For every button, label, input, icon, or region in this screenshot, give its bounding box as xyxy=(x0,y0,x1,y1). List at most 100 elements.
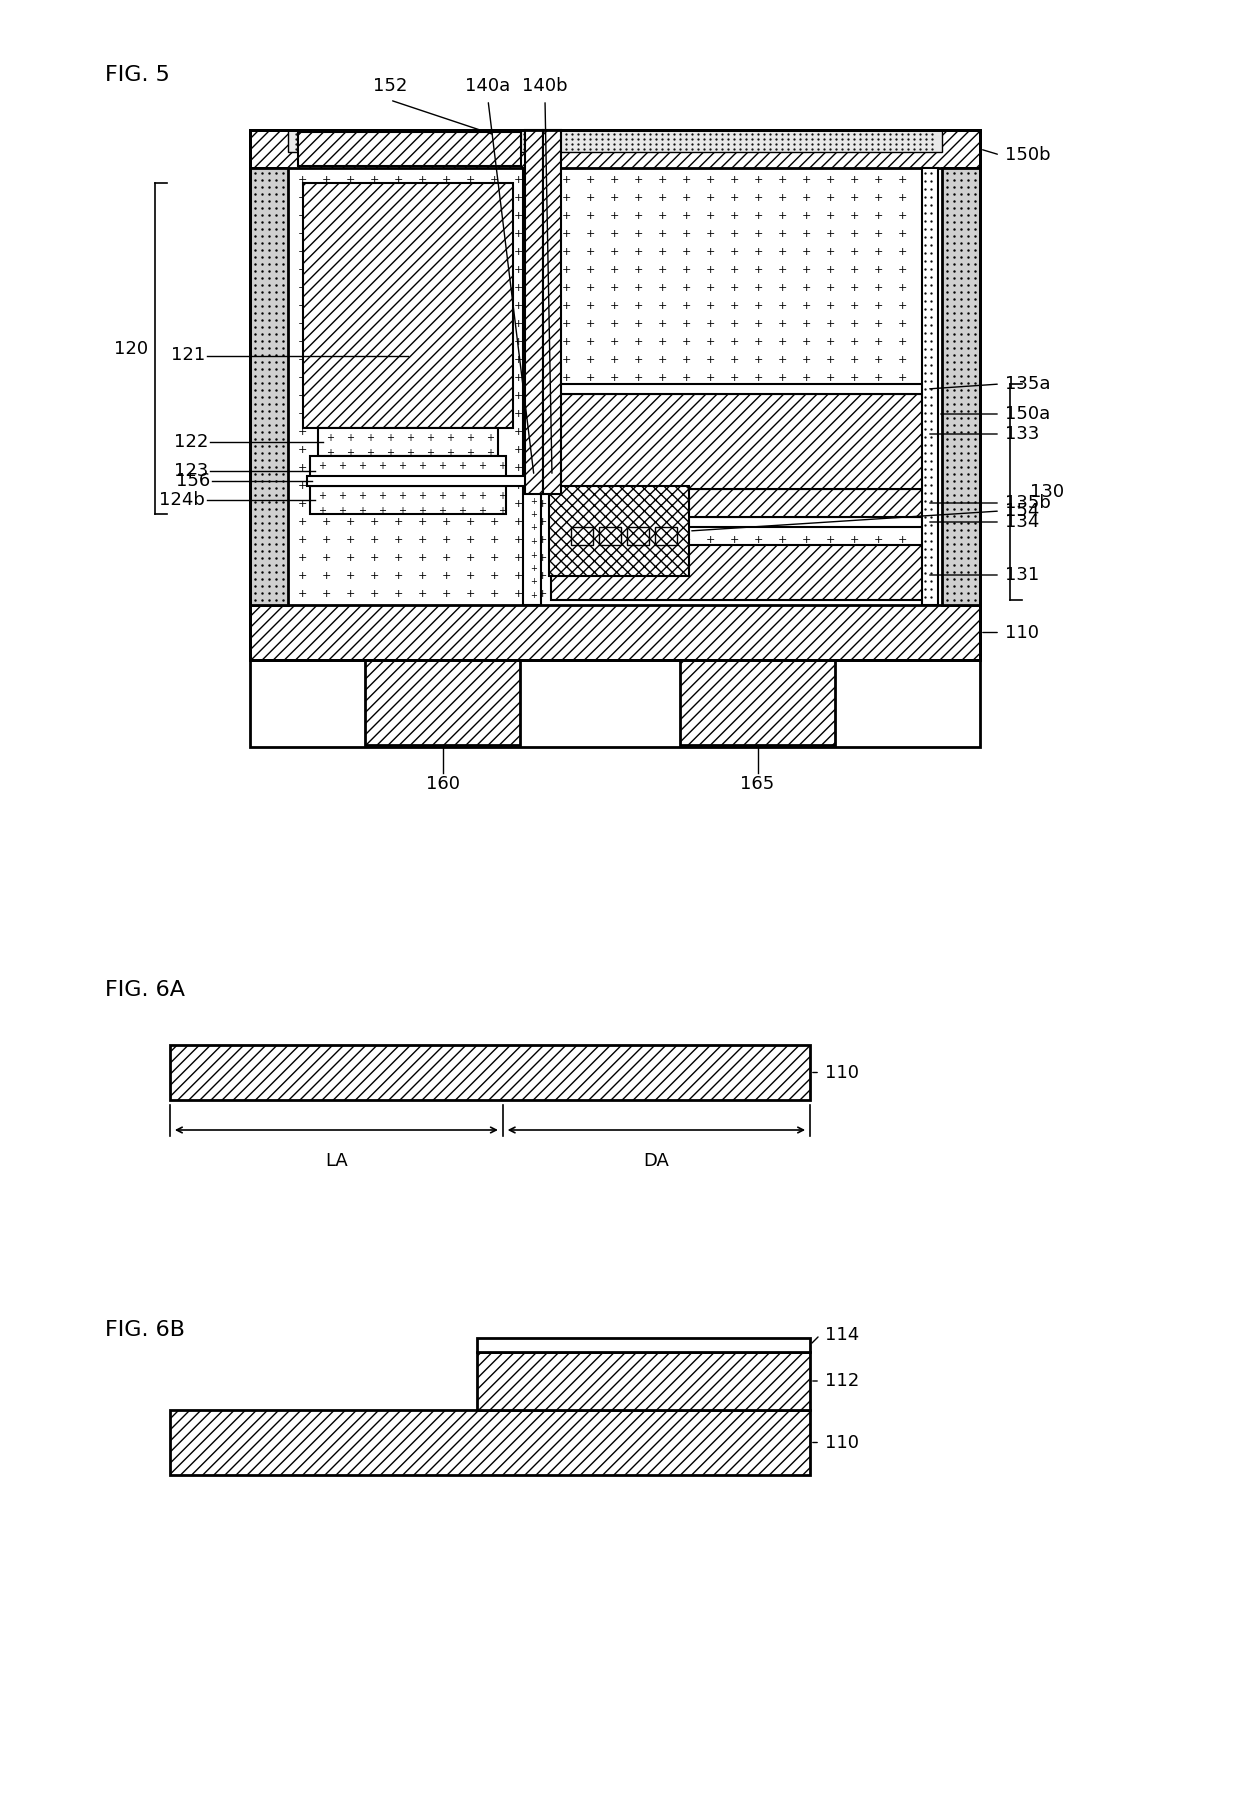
Text: +: + xyxy=(610,192,619,203)
Text: +: + xyxy=(682,536,691,545)
Text: +: + xyxy=(498,461,506,470)
Text: +: + xyxy=(898,174,908,185)
Text: +: + xyxy=(634,229,644,240)
Text: +: + xyxy=(346,372,355,383)
Text: +: + xyxy=(562,409,572,419)
Text: +: + xyxy=(729,427,739,438)
Text: +: + xyxy=(682,481,691,490)
Bar xyxy=(551,518,928,527)
Bar xyxy=(551,545,928,599)
Text: +: + xyxy=(370,518,379,527)
Text: +: + xyxy=(298,518,308,527)
Text: +: + xyxy=(706,229,715,240)
Text: +: + xyxy=(490,499,498,508)
Text: +: + xyxy=(802,554,811,563)
Text: +: + xyxy=(634,570,644,581)
Text: +: + xyxy=(562,320,572,329)
Text: +: + xyxy=(562,174,572,185)
Text: +: + xyxy=(754,536,763,545)
Text: +: + xyxy=(298,409,308,419)
Text: +: + xyxy=(321,499,331,508)
Text: −: − xyxy=(537,436,546,445)
Text: +: + xyxy=(585,338,595,347)
Text: +: + xyxy=(802,372,811,383)
Text: +: + xyxy=(394,518,403,527)
Text: +: + xyxy=(418,536,427,545)
Bar xyxy=(551,489,928,518)
Text: +: + xyxy=(849,192,859,203)
Text: +: + xyxy=(898,372,908,383)
Text: +: + xyxy=(490,427,498,438)
Text: +: + xyxy=(682,372,691,383)
Text: +: + xyxy=(634,518,644,527)
Text: +: + xyxy=(729,283,739,292)
Text: +: + xyxy=(826,518,835,527)
Text: +: + xyxy=(538,518,547,527)
Text: +: + xyxy=(346,588,355,599)
Text: +: + xyxy=(682,390,691,401)
Text: +: + xyxy=(562,427,572,438)
Text: +: + xyxy=(394,174,403,185)
Text: +: + xyxy=(898,247,908,258)
Text: +: + xyxy=(394,354,403,365)
Text: +: + xyxy=(610,570,619,581)
Text: −: − xyxy=(537,400,546,409)
Text: +: + xyxy=(802,481,811,490)
Text: +: + xyxy=(754,283,763,292)
Text: +: + xyxy=(513,518,523,527)
Text: +: + xyxy=(490,390,498,401)
Text: +: + xyxy=(562,481,572,490)
Text: +: + xyxy=(657,247,667,258)
Text: +: + xyxy=(378,507,386,516)
Text: +: + xyxy=(754,518,763,527)
Text: +: + xyxy=(657,427,667,438)
Text: +: + xyxy=(513,283,523,292)
Text: +: + xyxy=(538,481,547,490)
Text: +: + xyxy=(326,449,334,458)
Text: +: + xyxy=(706,301,715,311)
Text: +: + xyxy=(513,229,523,240)
Text: +: + xyxy=(874,536,883,545)
Text: +: + xyxy=(441,320,451,329)
Text: +: + xyxy=(394,499,403,508)
Text: +: + xyxy=(777,570,787,581)
Text: +: + xyxy=(538,445,547,456)
Text: +: + xyxy=(849,390,859,401)
Text: +: + xyxy=(441,229,451,240)
Text: +: + xyxy=(298,174,308,185)
Text: +: + xyxy=(898,283,908,292)
Text: +: + xyxy=(802,283,811,292)
Text: +: + xyxy=(458,490,466,501)
Text: +: + xyxy=(466,301,475,311)
Text: +: + xyxy=(585,409,595,419)
Text: +: + xyxy=(754,588,763,599)
Text: +: + xyxy=(513,499,523,508)
Text: +: + xyxy=(849,320,859,329)
Bar xyxy=(627,527,649,545)
Text: +: + xyxy=(657,174,667,185)
Text: 150b: 150b xyxy=(1004,145,1050,163)
Text: +: + xyxy=(706,588,715,599)
Text: +: + xyxy=(321,536,331,545)
Text: +: + xyxy=(441,499,451,508)
Text: +: + xyxy=(466,247,475,258)
Text: +: + xyxy=(538,354,547,365)
Text: +: + xyxy=(826,409,835,419)
Text: +: + xyxy=(466,588,475,599)
Text: +: + xyxy=(418,283,427,292)
Bar xyxy=(303,183,513,429)
Text: +: + xyxy=(682,247,691,258)
Text: +: + xyxy=(610,229,619,240)
Text: 130: 130 xyxy=(1030,483,1064,501)
Text: +: + xyxy=(706,265,715,274)
Text: +: + xyxy=(849,481,859,490)
Text: +: + xyxy=(441,409,451,419)
Text: +: + xyxy=(634,301,644,311)
Text: +: + xyxy=(346,192,355,203)
Text: +: + xyxy=(874,247,883,258)
Text: +: + xyxy=(538,554,547,563)
Text: +: + xyxy=(802,499,811,508)
Text: +: + xyxy=(458,476,466,487)
Text: +: + xyxy=(898,463,908,472)
Text: +: + xyxy=(610,427,619,438)
